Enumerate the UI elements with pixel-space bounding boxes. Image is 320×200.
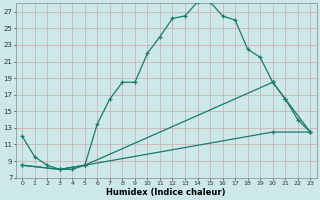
X-axis label: Humidex (Indice chaleur): Humidex (Indice chaleur) — [107, 188, 226, 197]
